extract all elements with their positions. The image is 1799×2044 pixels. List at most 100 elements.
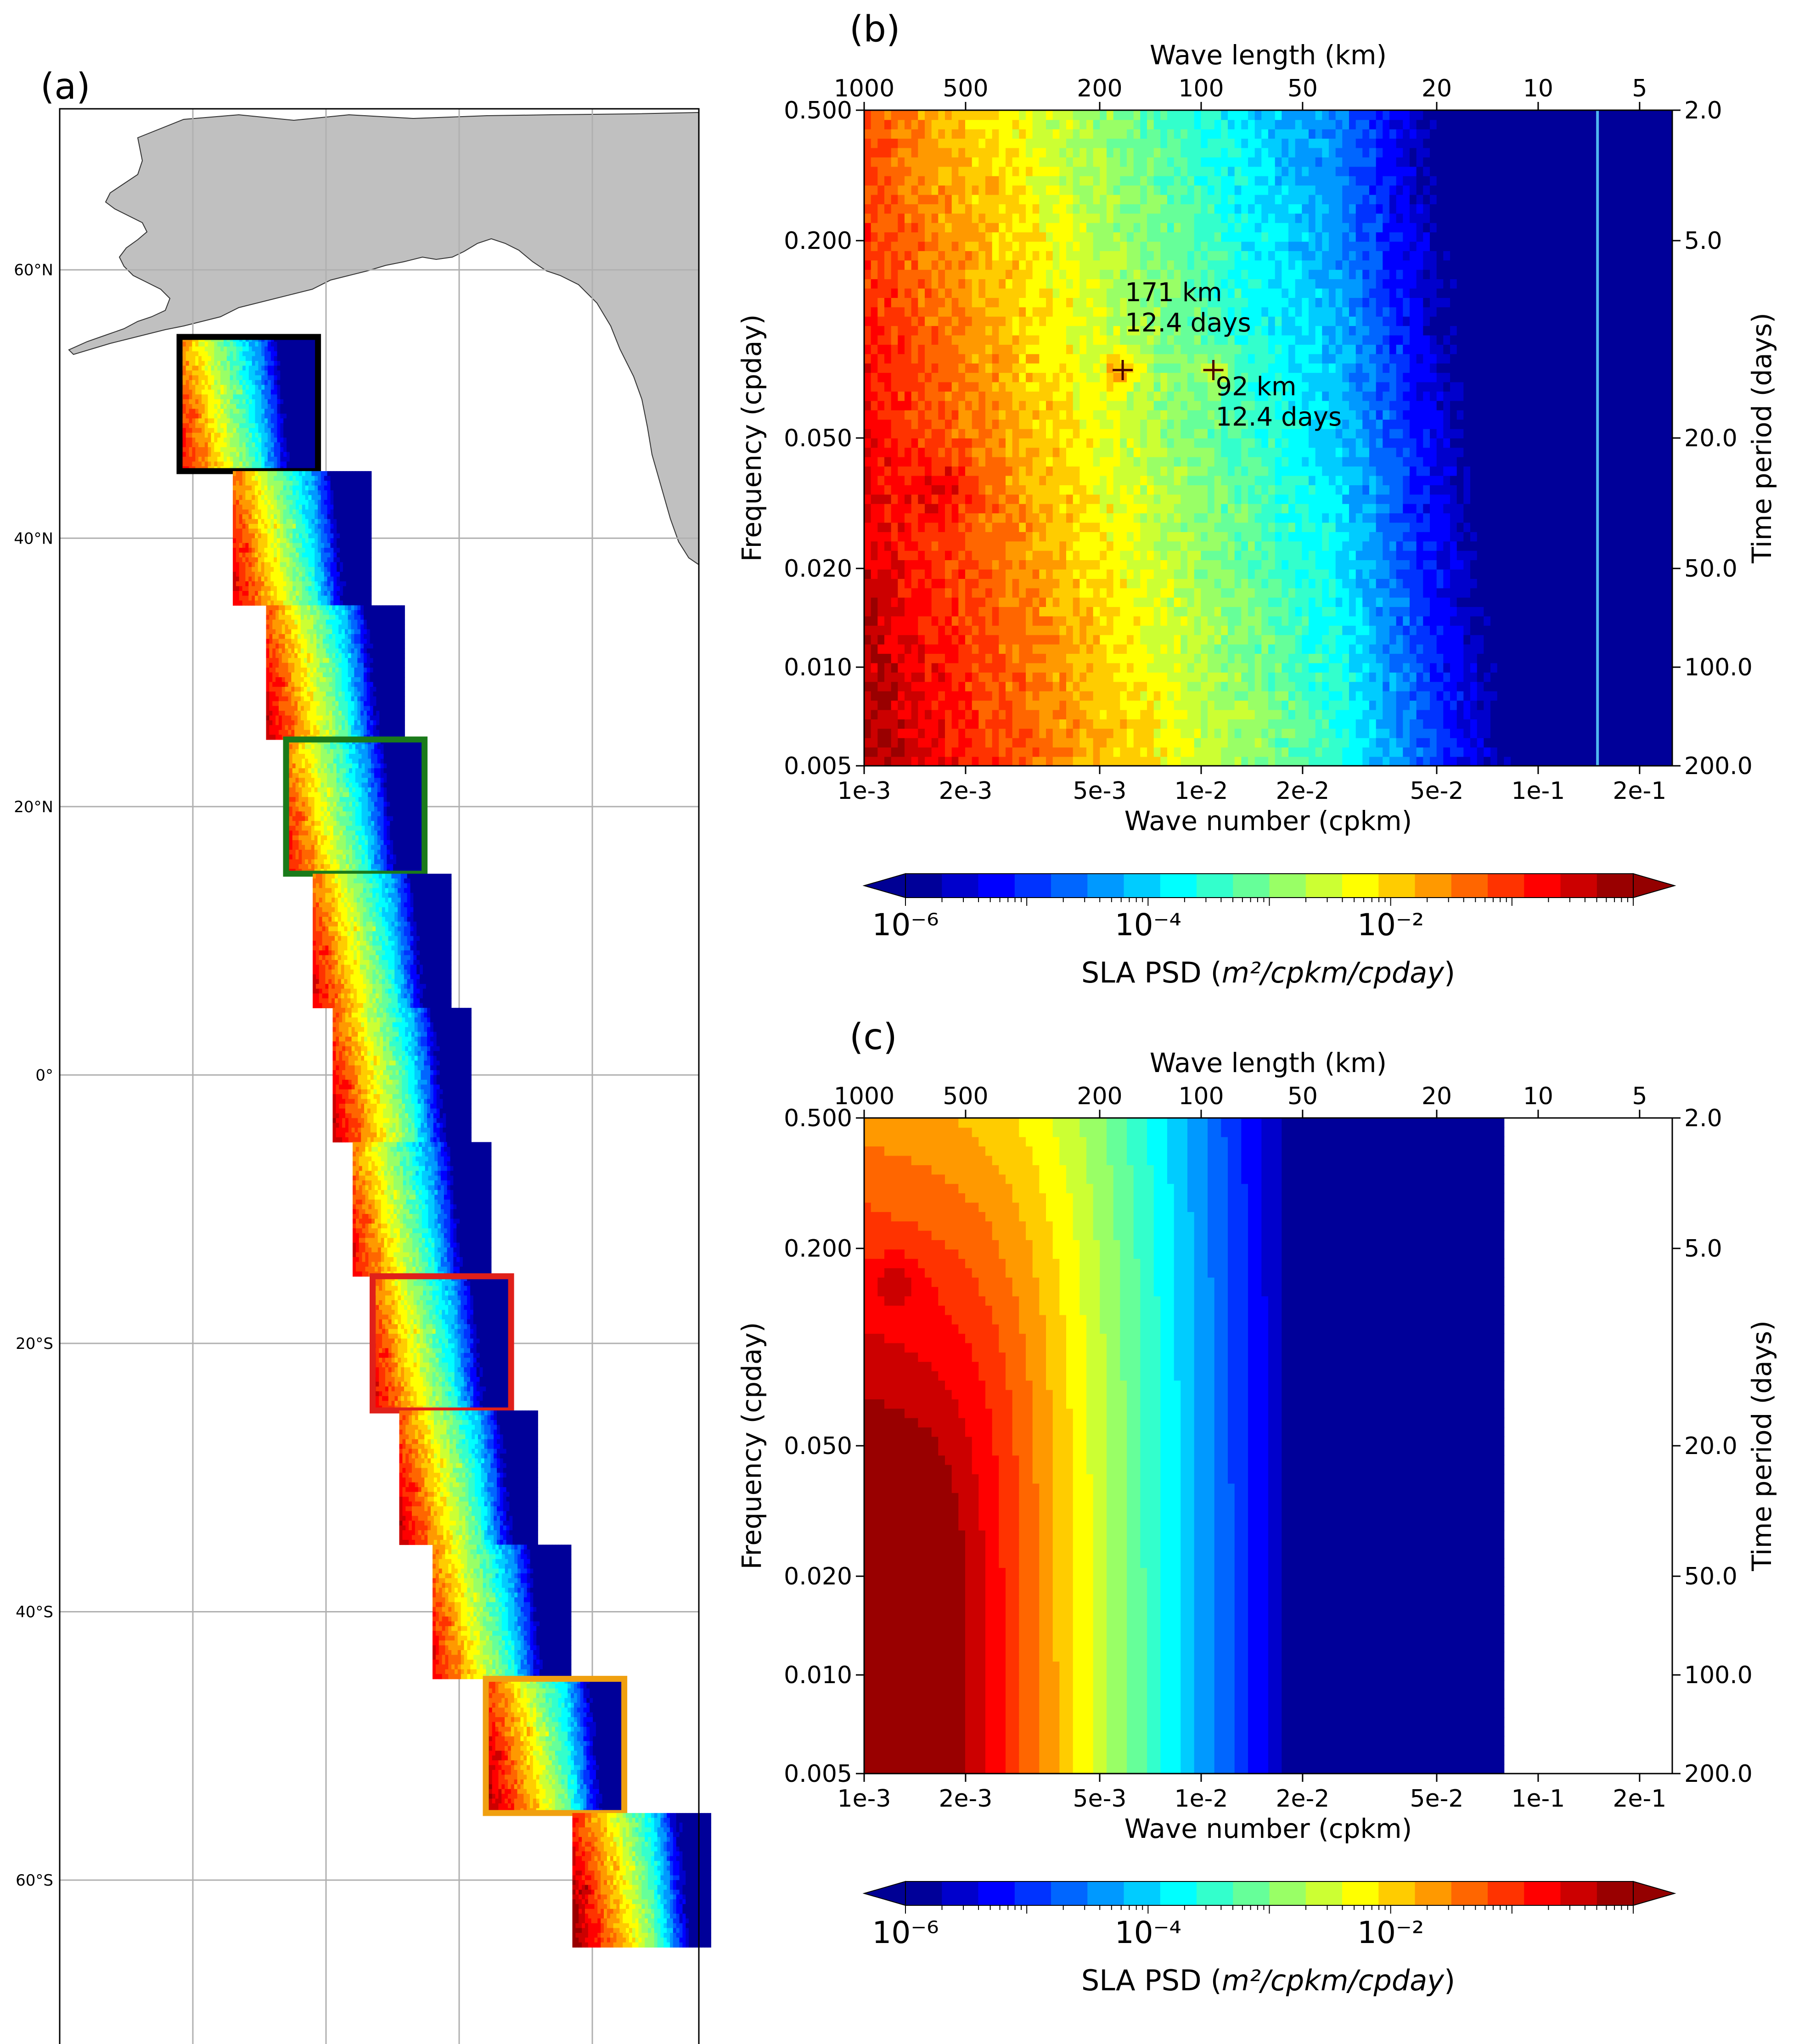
colorbar-tick-label: 10⁻² xyxy=(1357,1915,1424,1950)
x-tick-label: 5e-2 xyxy=(1410,1785,1464,1813)
colorbar-label: SLA PSD (m²/cpkm/cpday) xyxy=(1081,1964,1455,1997)
x-tick-label: 1e-2 xyxy=(1174,1785,1228,1813)
colorbar-level xyxy=(1342,1881,1379,1905)
y-tick-label: 0.005 xyxy=(784,752,852,780)
top-tick-label: 200 xyxy=(1077,1083,1122,1110)
colorbar-level xyxy=(1488,1881,1524,1905)
panel-a-map: (a) 60°N40°N20°N0°20°S40°S60°S160°W150°W… xyxy=(14,66,711,2044)
y-tick-label: 0.500 xyxy=(784,97,852,124)
right-tick-label: 5.0 xyxy=(1684,1235,1722,1263)
colorbar-extend-high xyxy=(1633,1881,1675,1905)
colorbar-level xyxy=(1415,1881,1452,1905)
right-tick-label: 200.0 xyxy=(1684,752,1753,780)
y-tick-label: 0.010 xyxy=(784,1662,852,1689)
colorbar-level xyxy=(1378,874,1415,898)
y-axis-label: Frequency (cpday) xyxy=(736,1322,767,1570)
colorbar-level xyxy=(1270,1881,1306,1905)
x-tick-label: 1e-2 xyxy=(1174,777,1228,805)
x-tick-label: 1e-1 xyxy=(1511,777,1565,805)
colorbar-level xyxy=(1051,874,1088,898)
y-tick-label: 0.500 xyxy=(784,1105,852,1132)
colorbar-label-units: m²/cpkm/cpday xyxy=(1222,1964,1445,1997)
spectrum-tile xyxy=(313,874,451,1008)
colorbar-level xyxy=(1597,1881,1634,1905)
spectrum-tile xyxy=(486,1679,624,1814)
colorbar-label-name: SLA PSD ( xyxy=(1081,956,1222,989)
spectrum-tile xyxy=(353,1142,491,1277)
lat-tick-label: 20°N xyxy=(14,798,53,816)
x-tick-label: 2e-3 xyxy=(939,777,992,805)
spectrum-tile xyxy=(399,1410,538,1545)
lat-tick-label: 40°S xyxy=(16,1603,53,1621)
y-tick-label: 0.050 xyxy=(784,1432,852,1460)
colorbar-level xyxy=(1197,1881,1233,1905)
x-tick-label: 2e-2 xyxy=(1276,1785,1329,1813)
spectrum-tile xyxy=(233,471,371,606)
x-tick-label: 2e-3 xyxy=(939,1785,992,1813)
colorbar-tick-label: 10⁻⁴ xyxy=(1115,907,1181,943)
top-tick-label: 5 xyxy=(1632,75,1647,102)
colorbar-level xyxy=(1342,874,1379,898)
right-tick-label: 2.0 xyxy=(1684,1105,1722,1132)
colorbar-level xyxy=(1051,1881,1088,1905)
colorbar-level xyxy=(1306,1881,1343,1905)
x-tick-label: 5e-2 xyxy=(1410,777,1464,805)
colorbar-level xyxy=(1124,874,1161,898)
top-tick-label: 500 xyxy=(943,75,988,102)
colorbar-level xyxy=(905,874,942,898)
top-tick-label: 50 xyxy=(1287,1083,1318,1110)
right-tick-label: 100.0 xyxy=(1684,1662,1753,1689)
lat-tick-label: 60°N xyxy=(14,261,53,280)
panel-c-chart: (c)1e-3 2e-3 5e-3 1e-2 2e-2 5e-2 1e-1 2e-1Wave … xyxy=(736,1016,1777,1997)
spectrum-tile xyxy=(373,1276,512,1411)
x-tick-label: 2e-1 xyxy=(1613,1785,1666,1813)
colorbar-level xyxy=(978,874,1015,898)
colorbar-level xyxy=(942,874,978,898)
psd-field xyxy=(864,1118,1504,1774)
top-tick-label: 100 xyxy=(1178,1083,1224,1110)
spectrum-tile xyxy=(266,605,405,740)
spectrum-tile xyxy=(333,1008,472,1142)
top-tick-label: 10 xyxy=(1523,75,1553,102)
y-tick-label: 0.200 xyxy=(784,227,852,255)
lat-tick-label: 40°N xyxy=(14,529,53,548)
top-axis-label: Wave length (km) xyxy=(1150,1047,1387,1078)
colorbar-level xyxy=(1087,1881,1124,1905)
colorbar-level xyxy=(1561,874,1597,898)
colorbar-level xyxy=(1087,874,1124,898)
colorbar-label-name: SLA PSD ( xyxy=(1081,1964,1222,1997)
colorbar-level xyxy=(942,1881,978,1905)
colorbar-level xyxy=(978,1881,1015,1905)
right-tick-label: 20.0 xyxy=(1684,1432,1737,1460)
colorbar-label-units: m²/cpkm/cpday xyxy=(1222,956,1445,989)
peak-label-period: 12.4 days xyxy=(1125,308,1251,338)
top-tick-label: 5 xyxy=(1632,1083,1647,1110)
spectrum-tile xyxy=(286,740,425,874)
y-tick-label: 0.020 xyxy=(784,555,852,583)
colorbar-level xyxy=(1524,874,1561,898)
colorbar-extend-low xyxy=(864,1881,905,1905)
colorbar-level xyxy=(1124,1881,1161,1905)
peak-label-wavelength: 92 km xyxy=(1216,372,1297,402)
colorbar-level xyxy=(1415,874,1452,898)
right-tick-label: 200.0 xyxy=(1684,1760,1753,1788)
colorbar-label: SLA PSD (m²/cpkm/cpday) xyxy=(1081,956,1455,989)
top-tick-label: 20 xyxy=(1422,75,1452,102)
colorbar-level xyxy=(1233,874,1270,898)
y-tick-label: 0.020 xyxy=(784,1563,852,1590)
colorbar-level xyxy=(1270,874,1306,898)
top-tick-label: 10 xyxy=(1523,1083,1553,1110)
colorbar: 10⁻⁶ 10⁻⁴ 10⁻² SLA PSD (m²/cpkm/cpday) xyxy=(864,1881,1675,1997)
colorbar-level xyxy=(1160,874,1197,898)
x-tick-label: 1e-3 xyxy=(838,777,891,805)
colorbar-level xyxy=(1197,874,1233,898)
top-tick-label: 100 xyxy=(1178,75,1224,102)
y-axis-label: Frequency (cpday) xyxy=(736,314,767,562)
colorbar-tick-label: 10⁻⁴ xyxy=(1115,1915,1181,1950)
x-tick-label: 1e-1 xyxy=(1511,1785,1565,1813)
top-tick-label: 20 xyxy=(1422,1083,1452,1110)
y-tick-label: 0.010 xyxy=(784,654,852,681)
x-tick-label: 2e-2 xyxy=(1276,777,1329,805)
colorbar-tick-label: 10⁻⁶ xyxy=(872,1915,939,1950)
top-tick-label: 500 xyxy=(943,1083,988,1110)
